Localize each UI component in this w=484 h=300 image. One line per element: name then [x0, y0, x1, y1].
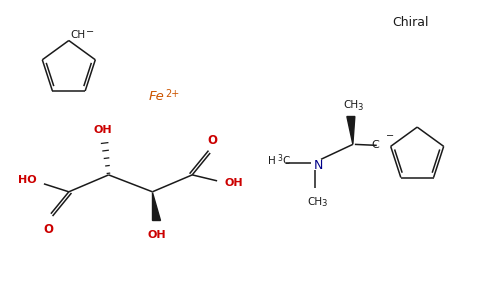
Text: 3: 3: [321, 199, 326, 208]
Text: −: −: [86, 26, 94, 37]
Text: C: C: [282, 156, 289, 166]
Text: CH: CH: [343, 100, 358, 110]
Text: HO: HO: [18, 175, 37, 185]
Text: Chiral: Chiral: [393, 16, 429, 28]
Polygon shape: [152, 192, 160, 220]
Text: C: C: [371, 140, 379, 150]
Text: OH: OH: [147, 230, 166, 240]
Text: OH: OH: [93, 125, 112, 135]
Text: H: H: [269, 156, 276, 166]
Polygon shape: [347, 116, 355, 144]
Text: 3: 3: [357, 103, 362, 112]
Text: N: N: [313, 159, 323, 172]
Text: CH: CH: [307, 197, 322, 207]
Text: 2+: 2+: [166, 89, 180, 99]
Text: OH: OH: [224, 178, 242, 188]
Text: Fe: Fe: [149, 90, 164, 103]
Text: CH: CH: [71, 29, 86, 40]
Text: 3: 3: [277, 154, 282, 163]
Text: O: O: [207, 134, 217, 147]
Text: −: −: [386, 131, 394, 141]
Text: O: O: [43, 223, 53, 236]
